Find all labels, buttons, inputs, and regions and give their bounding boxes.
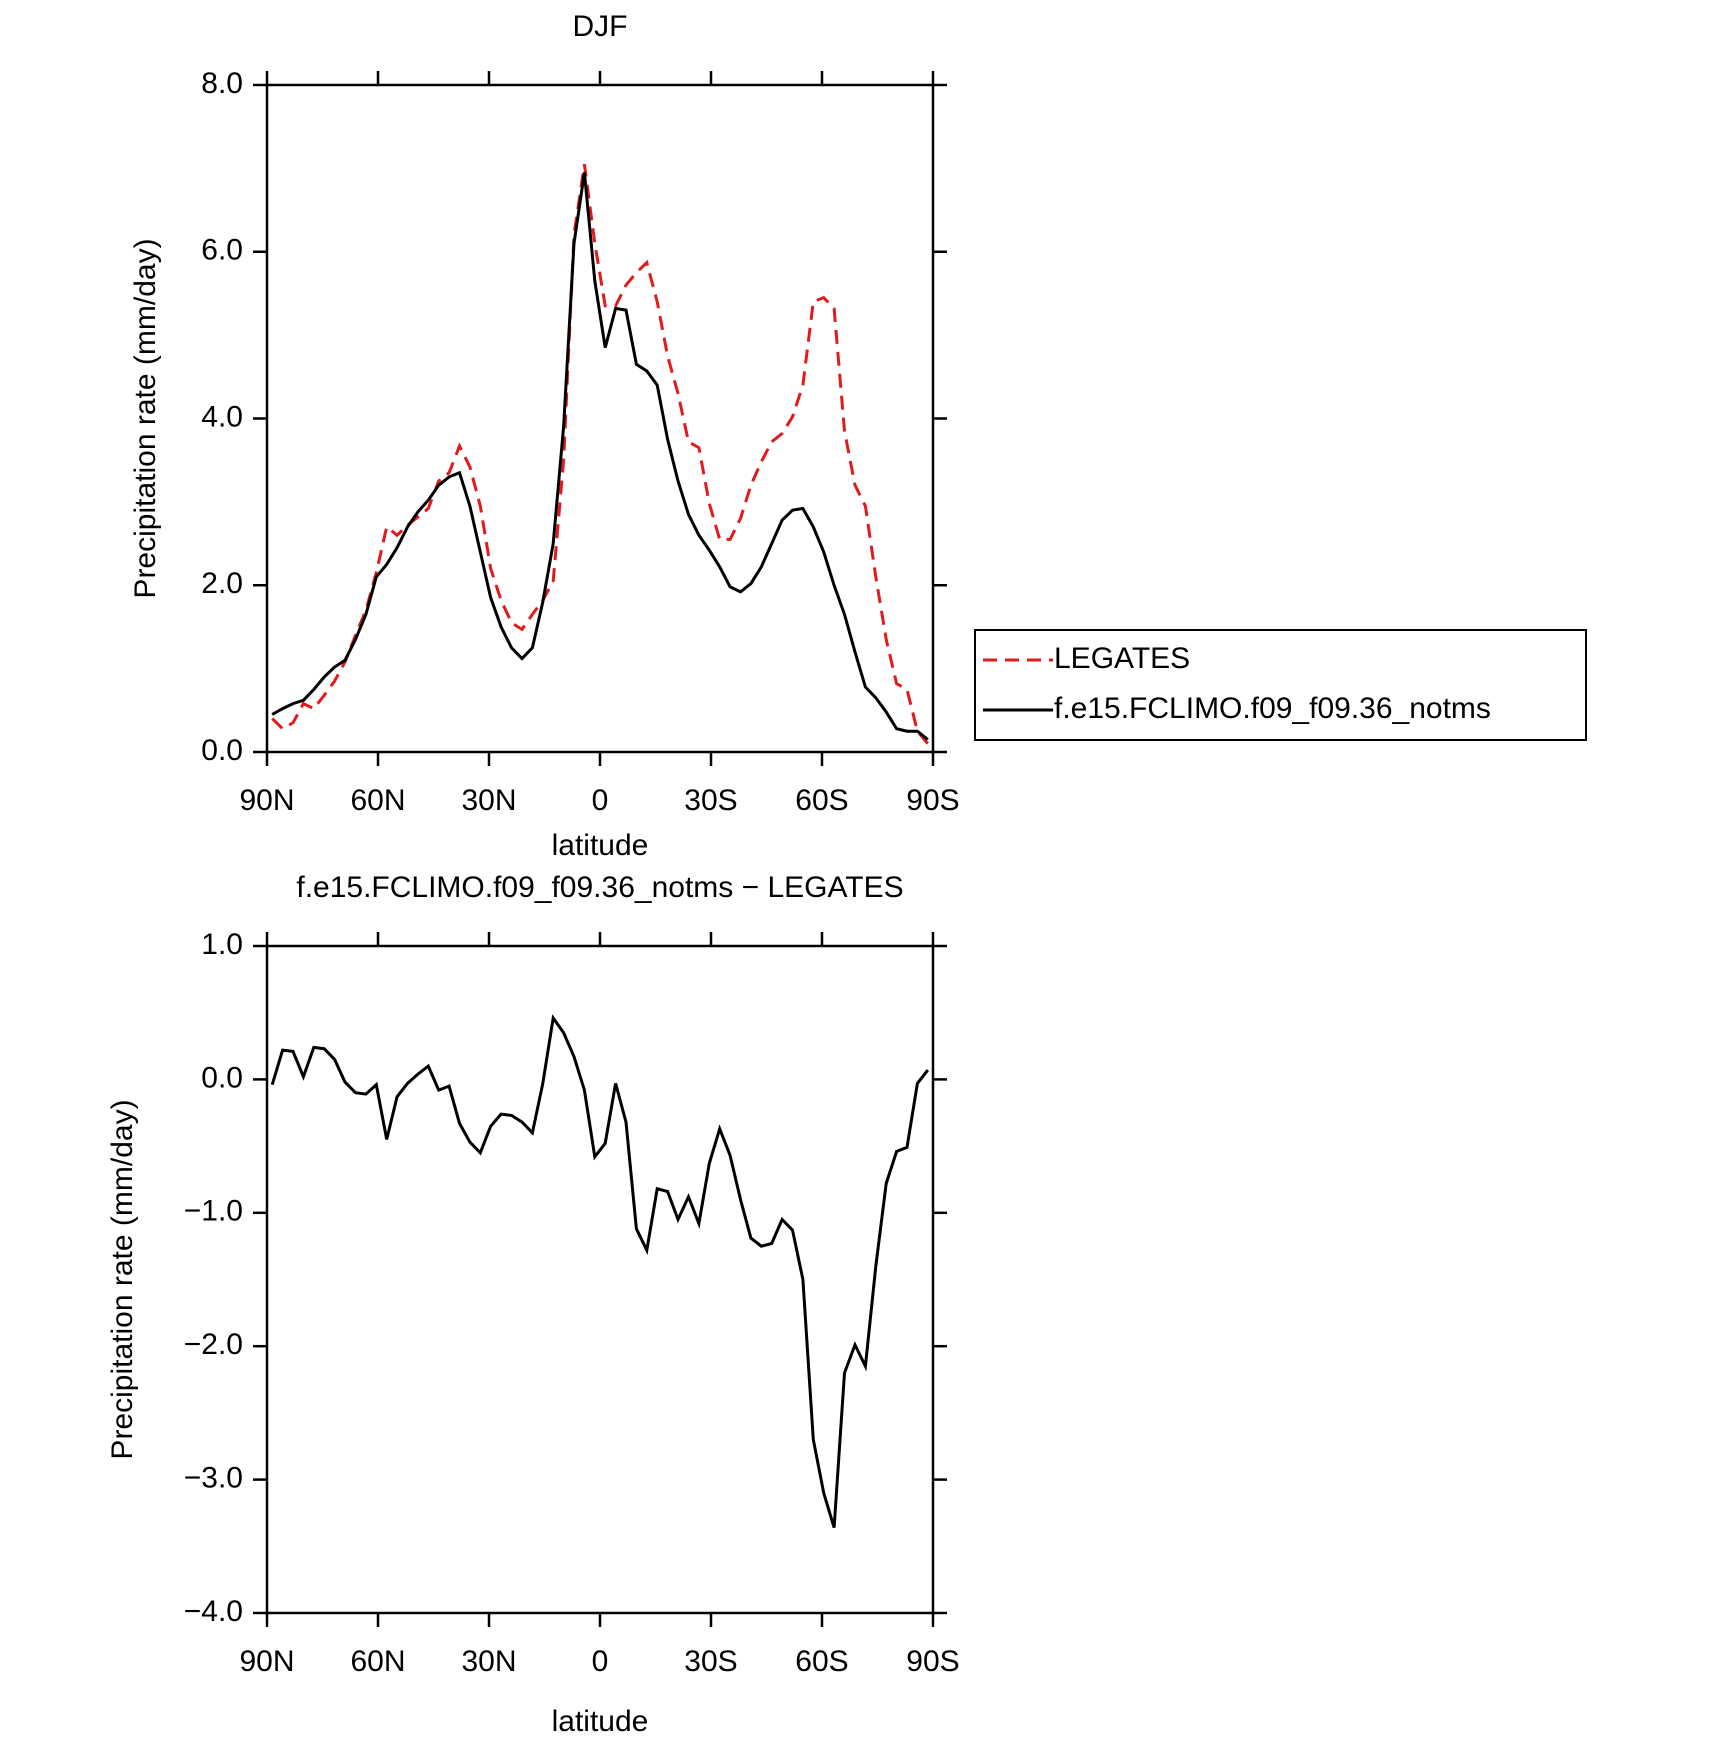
x-tick-label: 30N bbox=[461, 1645, 516, 1678]
legend-box bbox=[974, 629, 1587, 741]
x-tick-label: 90N bbox=[239, 784, 294, 817]
x-tick-label: 90S bbox=[906, 784, 959, 817]
y-tick-label: 0.0 bbox=[201, 734, 243, 767]
x-tick-label: 60S bbox=[795, 1645, 848, 1678]
x-axis-label: latitude bbox=[552, 829, 649, 862]
x-tick-label: 30S bbox=[684, 784, 737, 817]
y-tick-label: −3.0 bbox=[184, 1462, 243, 1495]
y-tick-label: −2.0 bbox=[184, 1328, 243, 1361]
data-line bbox=[271, 172, 929, 741]
y-axis-label: Precipitation rate (mm/day) bbox=[106, 1099, 139, 1459]
data-line bbox=[271, 163, 929, 745]
y-axis-label: Precipitation rate (mm/day) bbox=[129, 238, 162, 598]
chart-title: f.e15.FCLIMO.f09_f09.36_notms − LEGATES bbox=[296, 871, 903, 904]
x-tick-label: 60S bbox=[795, 784, 848, 817]
y-tick-label: 4.0 bbox=[201, 400, 243, 433]
x-tick-label: 90S bbox=[906, 1645, 959, 1678]
y-tick-label: −1.0 bbox=[184, 1195, 243, 1228]
data-line bbox=[270, 1014, 929, 1529]
x-axis-label: latitude bbox=[552, 1705, 649, 1738]
y-tick-label: 8.0 bbox=[201, 67, 243, 100]
y-tick-label: 0.0 bbox=[201, 1061, 243, 1094]
plot-frame bbox=[265, 83, 935, 754]
legend-label: LEGATES bbox=[1054, 642, 1190, 675]
legend-label: f.e15.FCLIMO.f09_f09.36_notms bbox=[1054, 692, 1491, 725]
x-tick-label: 60N bbox=[350, 784, 405, 817]
chart-title: DJF bbox=[573, 10, 628, 43]
x-tick-label: 0 bbox=[592, 1645, 609, 1678]
x-tick-label: 30S bbox=[684, 1645, 737, 1678]
y-tick-label: 1.0 bbox=[201, 928, 243, 961]
y-tick-label: −4.0 bbox=[184, 1595, 243, 1628]
plot-frame bbox=[265, 944, 935, 1615]
x-tick-label: 90N bbox=[239, 1645, 294, 1678]
x-tick-label: 60N bbox=[350, 1645, 405, 1678]
y-tick-label: 2.0 bbox=[201, 567, 243, 600]
y-tick-label: 6.0 bbox=[201, 234, 243, 267]
x-tick-label: 30N bbox=[461, 784, 516, 817]
x-tick-label: 0 bbox=[592, 784, 609, 817]
